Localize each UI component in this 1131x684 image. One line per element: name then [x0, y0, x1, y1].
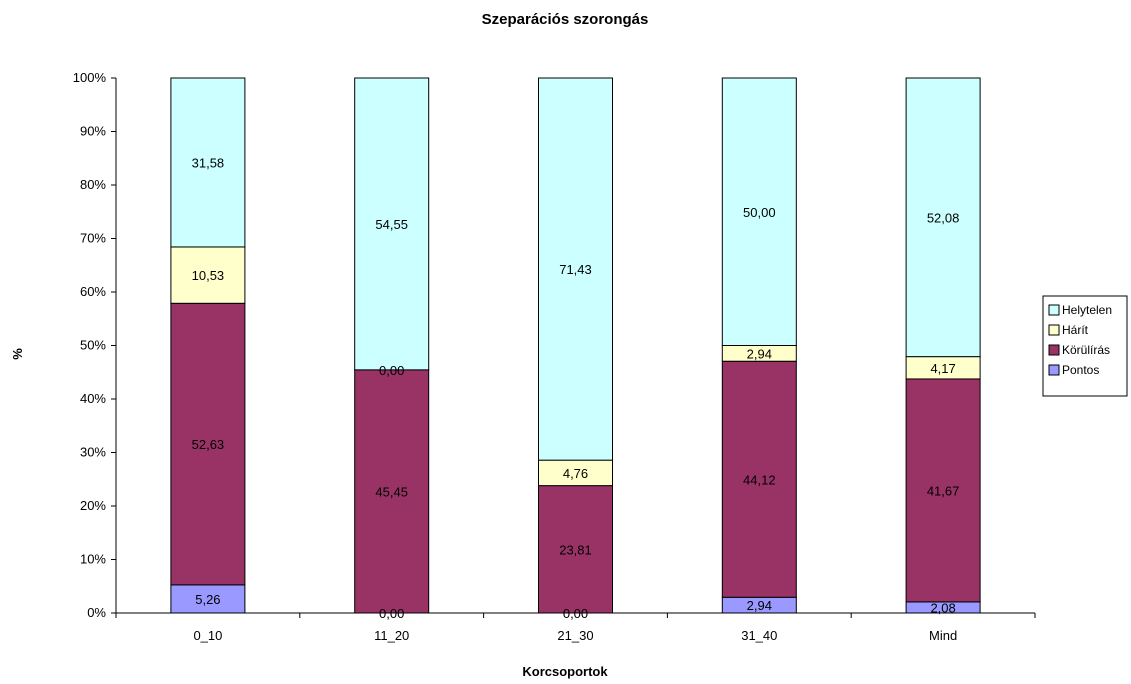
data-label: 41,67 [927, 483, 960, 498]
data-label: 44,12 [743, 472, 776, 487]
bar-segment-pontos-0_10 [170, 584, 246, 614]
data-label: 52,63 [192, 437, 225, 452]
y-tick-label: 40% [80, 391, 106, 406]
data-label: 2,08 [930, 600, 955, 615]
data-label: 4,76 [563, 466, 588, 481]
data-label: 0,00 [379, 363, 404, 378]
data-label: 4,17 [930, 361, 955, 376]
chart-title: Szeparációs szorongás [482, 11, 649, 28]
legend-swatch [1048, 304, 1060, 316]
y-tick-label: 100% [73, 70, 107, 85]
y-tick-label: 30% [80, 445, 106, 460]
legend-swatch [1048, 324, 1060, 336]
bar-segment-koruliras-11_20 [354, 369, 430, 614]
legend-label: Pontos [1062, 363, 1099, 377]
bar-segment-helytelen-11_20 [354, 77, 430, 371]
bars [170, 77, 981, 614]
data-label: 52,08 [927, 210, 960, 225]
x-tick-label: 21_30 [557, 628, 593, 643]
data-label: 2,94 [747, 598, 772, 613]
legend-swatch [1048, 364, 1060, 376]
data-label: 45,45 [375, 484, 408, 499]
bar-segment-koruliras-31_40 [721, 360, 797, 598]
data-labels: 5,2652,6310,5331,580,0045,450,0054,550,0… [192, 155, 960, 621]
legend-label: Körülírás [1062, 343, 1110, 357]
legend-label: Helytelen [1062, 303, 1112, 317]
bar-segment-helytelen-21_30 [538, 77, 613, 461]
data-label: 23,81 [559, 542, 592, 557]
legend-label: Hárít [1062, 323, 1089, 337]
legend-swatch [1048, 344, 1060, 356]
data-label: 5,26 [195, 592, 220, 607]
bar-segment-koruliras-21_30 [538, 485, 613, 614]
data-label: 31,58 [192, 155, 225, 170]
x-tick-label: 11_20 [374, 628, 409, 643]
data-label: 10,53 [192, 268, 225, 283]
y-axis-title: % [10, 348, 25, 360]
y-tick-label: 50% [80, 338, 106, 353]
x-tick-label: 0_10 [193, 628, 222, 643]
y-tick-label: 70% [80, 231, 106, 246]
x-tick-label: Mind [929, 628, 957, 643]
data-label: 50,00 [743, 205, 776, 220]
bar-segment-helytelen-0_10 [170, 77, 246, 248]
y-tick-label: 80% [80, 177, 106, 192]
x-axis: 0_10 11_20 21_30 31_40 Mind [115, 613, 1036, 643]
y-axis: 0% 10% 20% 30% 40% 50% 60% 70% 80% 90% 100% [73, 70, 116, 620]
y-tick-label: 60% [80, 284, 106, 299]
x-tick-label: 31_40 [741, 628, 777, 643]
bar-segment-koruliras-0_10 [170, 302, 246, 586]
data-label: 54,55 [375, 217, 408, 232]
legend: Helytelen Hárít Körülírás Pontos [1042, 295, 1128, 397]
bar-segment-harit-0_10 [170, 246, 246, 304]
y-tick-label: 20% [80, 498, 106, 513]
y-tick-label: 10% [80, 552, 106, 567]
bar-segment-helytelen-31_40 [721, 77, 797, 346]
y-tick-label: 0% [87, 605, 106, 620]
bar-segment-helytelen-mind [905, 77, 981, 358]
axes [115, 78, 1035, 614]
data-label: 2,94 [747, 346, 772, 361]
y-tick-label: 90% [80, 124, 106, 139]
x-axis-title: Korcsoportok [522, 664, 608, 679]
data-label: 71,43 [559, 262, 592, 277]
